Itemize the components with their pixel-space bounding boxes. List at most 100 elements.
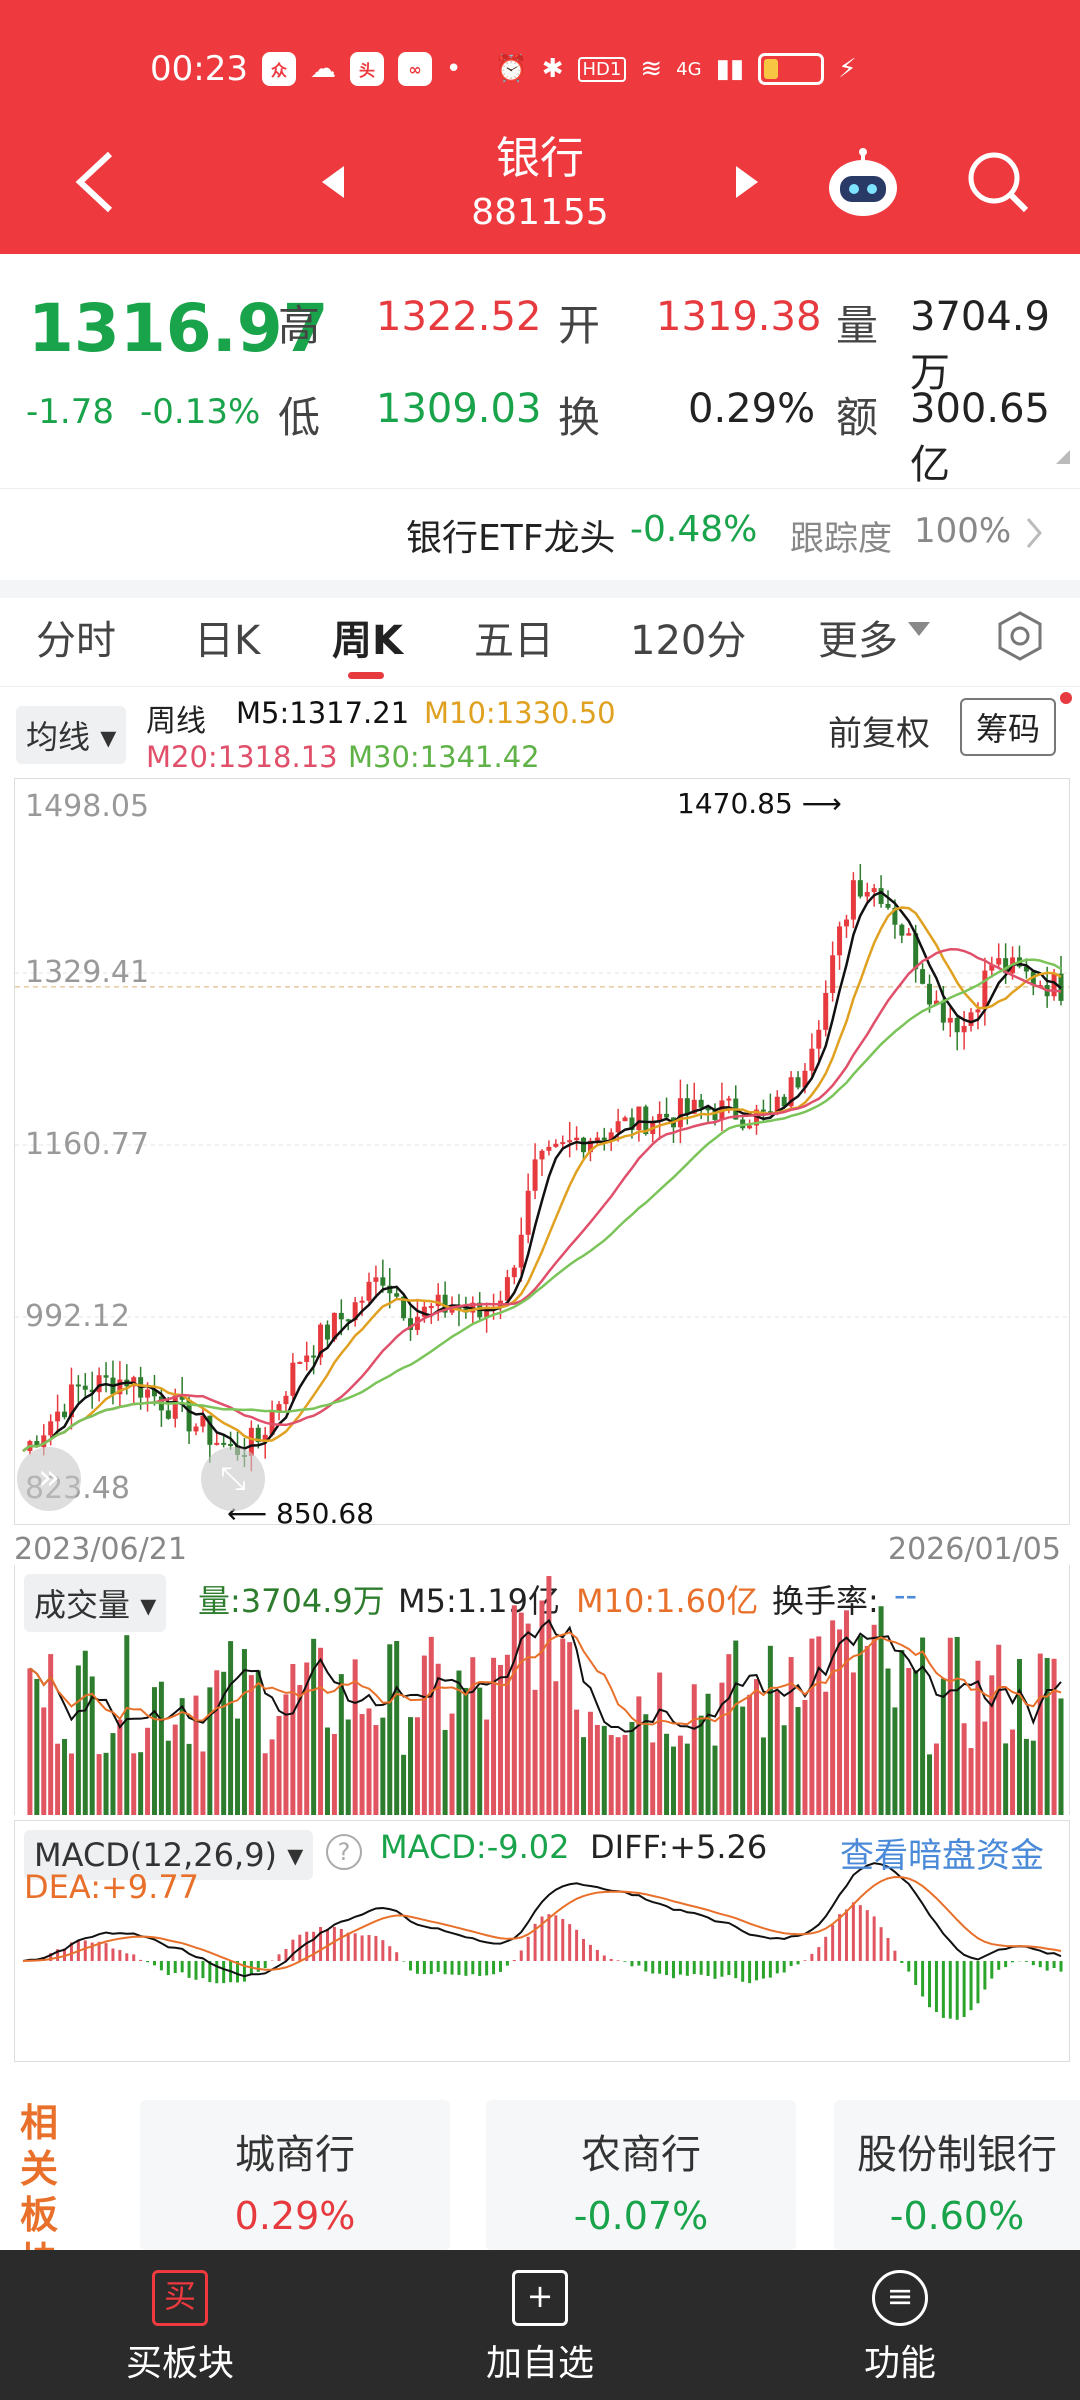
volume-bar: [165, 1740, 171, 1815]
volume-bar: [1037, 1653, 1043, 1815]
volume-bar: [435, 1663, 441, 1815]
function-button[interactable]: ≡ 功能: [720, 2250, 1080, 2400]
related-card[interactable]: 股份制银行 -0.60%: [834, 2100, 1080, 2250]
candle-body: [705, 1107, 711, 1111]
volume-bar: [636, 1696, 642, 1815]
kline-chart[interactable]: 1498.05 1329.41 1160.77 992.12 823.48 14…: [14, 778, 1070, 1530]
volume-bar: [124, 1635, 130, 1815]
macd-chart[interactable]: [14, 1820, 1070, 2062]
candle-body: [857, 880, 863, 897]
bottom-toolbar: 买 买板块 + 加自选 ≡ 功能: [0, 2250, 1080, 2400]
prev-stock-icon[interactable]: [318, 164, 348, 204]
related-name: 股份制银行: [857, 2132, 1057, 2178]
volume-bar: [318, 1647, 324, 1815]
volume-bar: [151, 1687, 157, 1815]
back-icon[interactable]: [70, 150, 120, 218]
volume-bar: [172, 1724, 178, 1815]
volume-bar: [885, 1668, 891, 1815]
chouma-button[interactable]: 筹码: [960, 698, 1057, 756]
volume-bar: [878, 1606, 884, 1815]
volume-bar: [629, 1721, 635, 1815]
related-card[interactable]: 城商行 0.29%: [140, 2100, 450, 2250]
search-icon[interactable]: [966, 150, 1030, 218]
candle-body: [331, 1312, 337, 1340]
candle-body: [207, 1415, 213, 1445]
volume-bar: [214, 1670, 220, 1815]
volume-bar: [809, 1638, 815, 1815]
candle-body: [684, 1098, 690, 1114]
volume-chart[interactable]: [14, 1565, 1070, 1815]
volume-bar: [262, 1753, 268, 1815]
volume-bar: [532, 1689, 538, 1815]
volume-bar: [760, 1737, 766, 1815]
volume-bar: [823, 1691, 829, 1815]
volume-selector[interactable]: 成交量 ▾: [24, 1574, 167, 1632]
expand-panel-icon[interactable]: »: [17, 1447, 81, 1511]
candle-body: [996, 958, 1002, 965]
candle-body: [774, 1096, 780, 1114]
volume-bar: [864, 1645, 870, 1815]
etf-change: -0.48%: [630, 509, 758, 550]
volume-bar: [594, 1724, 600, 1815]
next-stock-icon[interactable]: [732, 164, 762, 204]
volume-bar: [968, 1748, 974, 1815]
volume-bar: [352, 1659, 358, 1815]
low-label: 低: [278, 393, 321, 442]
tab-wuri[interactable]: 五日: [474, 618, 554, 664]
candle-body: [89, 1389, 95, 1393]
volume-bar: [304, 1662, 310, 1815]
candle-body: [248, 1427, 254, 1456]
buy-sector-button[interactable]: 买 买板块: [0, 2250, 360, 2400]
settings-icon[interactable]: [994, 610, 1046, 666]
ma-m5: M5:1317.21: [236, 696, 410, 730]
volume-bar: [747, 1694, 753, 1815]
candle-body: [297, 1361, 303, 1364]
candle-body: [304, 1355, 310, 1362]
red-dot-badge: [1060, 692, 1072, 704]
volume-bar: [297, 1685, 303, 1815]
macd-selector[interactable]: MACD(12,26,9) ▾: [24, 1830, 314, 1880]
volume-bar: [670, 1746, 676, 1815]
volume-bar: [615, 1737, 621, 1815]
volume-bar: [463, 1687, 469, 1815]
volume-bar: [48, 1654, 54, 1815]
ma-selector[interactable]: 均线 ▾: [16, 706, 127, 764]
candle-body: [145, 1389, 151, 1398]
tab-120fen[interactable]: 120分: [630, 618, 747, 664]
candle-body: [228, 1443, 234, 1446]
volume-bar: [622, 1734, 628, 1815]
volume-bar: [553, 1681, 559, 1815]
volume-bar: [608, 1735, 614, 1815]
dark-pool-link[interactable]: 查看暗盘资金: [840, 1836, 1044, 1876]
volume-bar: [1023, 1738, 1029, 1815]
candle-body: [345, 1319, 351, 1322]
volume-svg: [27, 1576, 1064, 1815]
ma-period: 周线: [146, 704, 206, 739]
etf-row[interactable]: 银行ETF龙头 -0.48% 跟踪度 100%: [0, 488, 1080, 582]
volume-bar: [228, 1641, 234, 1815]
add-watchlist-button[interactable]: + 加自选: [360, 2250, 720, 2400]
volume-bar: [996, 1644, 1002, 1815]
fq-label[interactable]: 前复权: [828, 714, 930, 754]
header-bar: 00:23 众 ☁ 头 ∞ • ⏰ ✱ HD1 ≋ 4G ▮▮ ⚡ 银行 881…: [0, 0, 1080, 254]
volume-bar: [705, 1693, 711, 1815]
expand-corner-icon[interactable]: [1056, 450, 1070, 464]
low-value: 1309.03: [376, 386, 542, 432]
high-label: 高: [278, 301, 321, 350]
related-card[interactable]: 农商行 -0.07%: [486, 2100, 796, 2250]
candle-body: [165, 1410, 171, 1419]
help-icon[interactable]: ?: [326, 1834, 362, 1870]
candle-body: [622, 1117, 628, 1122]
candle-body: [712, 1110, 718, 1120]
robot-assistant-icon[interactable]: [826, 148, 900, 222]
candle-body: [338, 1312, 344, 1320]
tab-more[interactable]: 更多: [818, 618, 898, 664]
tab-zhouk[interactable]: 周K: [332, 618, 403, 664]
y-tick: 1329.41: [25, 955, 150, 990]
volume-bar: [145, 1727, 151, 1815]
fullscreen-icon[interactable]: ⤡: [201, 1447, 265, 1511]
volume-bar: [131, 1753, 137, 1815]
page-title: 银行: [496, 133, 584, 184]
tab-fenshi[interactable]: 分时: [36, 618, 116, 664]
tab-rik[interactable]: 日K: [194, 618, 261, 664]
